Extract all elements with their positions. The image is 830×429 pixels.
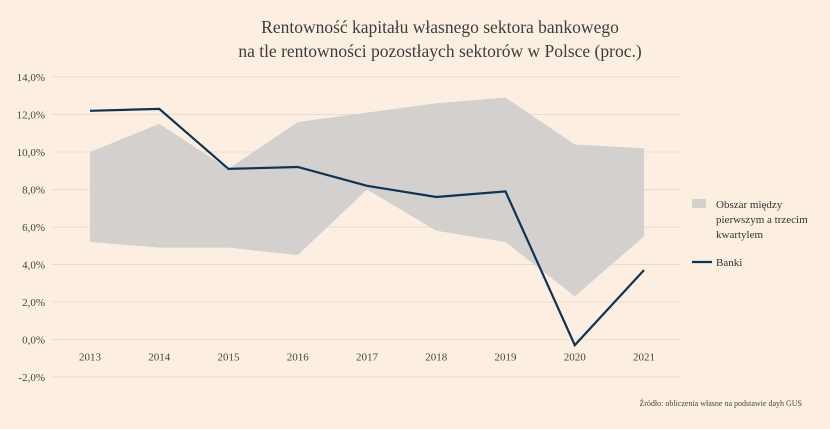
y-tick-label: 10,0% xyxy=(17,147,45,159)
x-tick-label: 2019 xyxy=(495,352,518,364)
chart-title-line-2: na tle rentowności pozostłaych sektorów … xyxy=(238,41,642,61)
x-tick-label: 2016 xyxy=(287,352,310,364)
y-tick-label: 14,0% xyxy=(17,72,45,84)
x-tick-label: 2020 xyxy=(564,352,587,364)
y-tick-label: 6,0% xyxy=(22,222,45,234)
x-tick-label: 2017 xyxy=(356,352,379,364)
y-tick-label: 2,0% xyxy=(22,297,45,309)
x-tick-label: 2018 xyxy=(425,352,448,364)
y-tick-label: 8,0% xyxy=(22,185,45,197)
y-tick-label: 12,0% xyxy=(17,110,45,122)
x-tick-label: 2013 xyxy=(79,352,102,364)
legend-band-swatch xyxy=(692,199,706,208)
y-tick-label: 4,0% xyxy=(22,260,45,272)
legend-band-label-1: Obszar między xyxy=(716,199,783,211)
x-tick-label: 2014 xyxy=(148,352,171,364)
y-tick-label: -2,0% xyxy=(18,372,45,384)
x-tick-label: 2021 xyxy=(633,352,655,364)
legend-band-label-2: pierwszym a trzecim xyxy=(716,214,808,226)
y-tick-label: 0,0% xyxy=(22,335,45,347)
source-note: Źródło: obliczenia własne na podstawie d… xyxy=(639,398,802,408)
y-axis-ticks: -2,0% 0,0% 2,0% 4,0% 6,0% 8,0% 10,0% 12,0% 14,0% xyxy=(17,72,45,384)
legend-band-label-3: kwartylem xyxy=(716,229,763,241)
series-line-banki xyxy=(89,107,645,348)
x-axis-ticks: 2013 2014 2015 2016 2017 2018 2019 2020 2021 xyxy=(79,352,655,364)
chart-title-line-1: Rentowność kapitału własnego sektora ban… xyxy=(261,17,619,37)
legend: Obszar między pierwszym a trzecim kwarty… xyxy=(692,199,808,269)
interquartile-band xyxy=(90,97,644,297)
legend-banki-label: Banki xyxy=(716,257,742,269)
x-tick-label: 2015 xyxy=(218,352,241,364)
